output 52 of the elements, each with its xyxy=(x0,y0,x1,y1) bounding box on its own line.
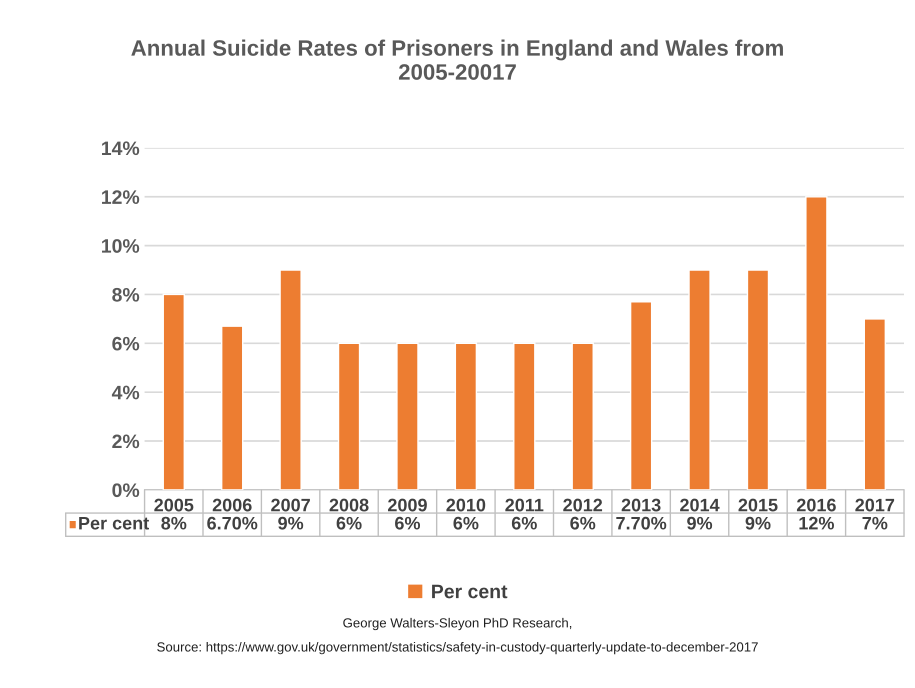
bar xyxy=(864,318,886,490)
data-label: 6.70% xyxy=(207,516,258,530)
y-tick-label: 6% xyxy=(112,336,140,351)
data-label: 9% xyxy=(278,516,304,530)
x-tick-label: 2015 xyxy=(738,498,778,512)
y-tick-label: 0% xyxy=(112,483,140,498)
bar xyxy=(630,301,652,490)
bar xyxy=(220,326,244,490)
bar xyxy=(338,342,360,490)
text: George Walters-Sleyon PhD Research, xyxy=(343,618,572,630)
y-tick-label: 2% xyxy=(112,434,140,448)
x-tick-label: 2008 xyxy=(330,498,369,512)
y-tick-label: 14% xyxy=(102,141,140,156)
x-tick-label: 2005 xyxy=(154,498,194,512)
source-note: Source: https://www.gov.uk/government/statistics/safety-in-custody-quarterly-update-to-december-2017 xyxy=(157,642,758,654)
x-tick-label: 2011 xyxy=(505,498,544,512)
data-label: 6% xyxy=(512,516,537,530)
y-tick-label: 10% xyxy=(102,239,140,253)
x-tick-label: 2014 xyxy=(680,498,720,512)
data-label: 9% xyxy=(687,516,712,530)
chart-title: Annual Suicide Rates of Prisoners in England and Wales from 2005-20017 xyxy=(131,40,783,80)
bar xyxy=(805,196,828,490)
x-tick-label: 2010 xyxy=(446,498,486,512)
x-tick-label: 2009 xyxy=(388,498,427,512)
data-label: 9% xyxy=(746,516,771,530)
bar xyxy=(396,342,419,490)
bar xyxy=(572,342,594,490)
data-label: 6% xyxy=(336,516,362,530)
y-tick-label: 8% xyxy=(112,288,140,302)
bar xyxy=(513,342,536,490)
data-label: 7% xyxy=(862,516,888,530)
data-label: 6% xyxy=(453,516,478,530)
data-label: 6% xyxy=(570,516,596,530)
x-tick-label: 2007 xyxy=(271,498,310,512)
x-tick-label: 2016 xyxy=(796,498,836,512)
x-tick-label: 2013 xyxy=(622,498,661,512)
bar xyxy=(688,269,711,490)
bar xyxy=(454,342,478,490)
x-tick-label: 2017 xyxy=(855,498,894,512)
data-label: 6% xyxy=(395,516,420,530)
data-label: 7.70% xyxy=(616,516,666,530)
bar xyxy=(746,269,770,490)
bar xyxy=(279,269,302,490)
legend-label: Per cent xyxy=(79,516,150,530)
x-tick-label: 2006 xyxy=(212,498,252,512)
y-tick-label: 12% xyxy=(102,190,140,204)
data-label: 12% xyxy=(799,516,834,530)
bar xyxy=(162,294,185,490)
y-tick-label: 4% xyxy=(112,386,140,400)
data-label: 8% xyxy=(161,516,186,530)
text: Per cent xyxy=(432,584,508,598)
x-tick-label: 2012 xyxy=(563,498,602,512)
